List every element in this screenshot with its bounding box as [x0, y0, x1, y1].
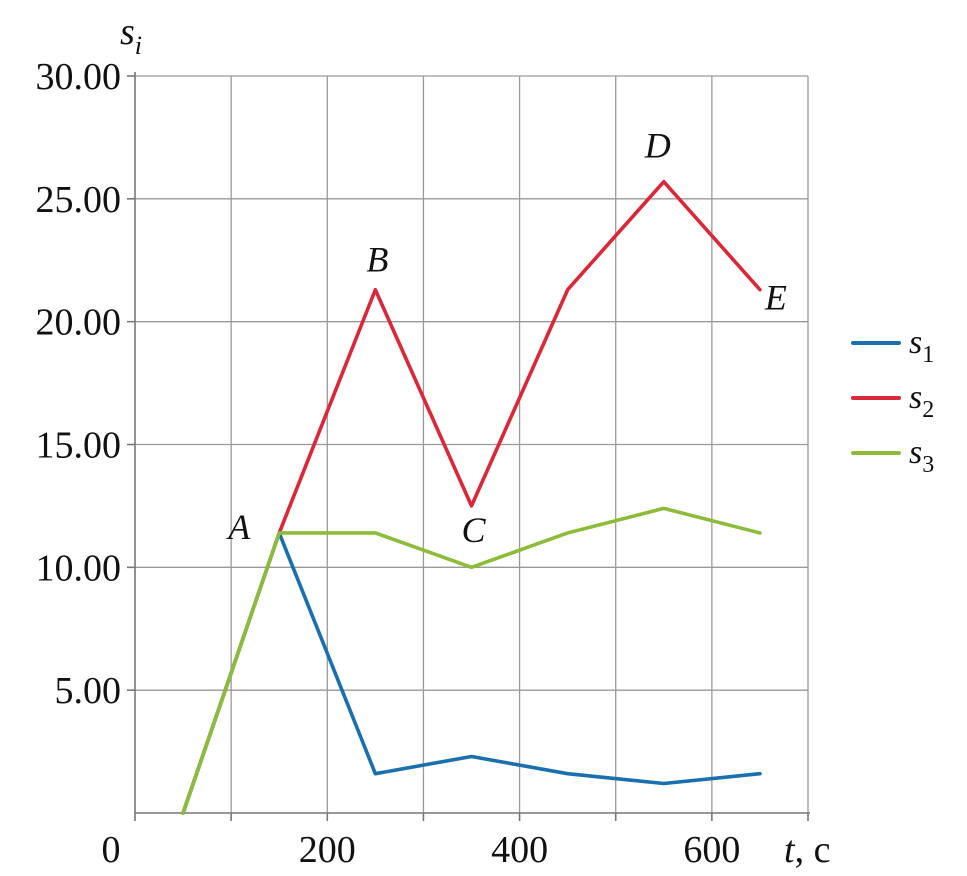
y-tick-label: 30.00 — [36, 56, 122, 98]
series-line-s2 — [181, 179, 762, 815]
point-label-E: E — [764, 278, 787, 318]
series-layer — [181, 179, 762, 815]
y-tick-label: 5.00 — [55, 670, 122, 712]
point-label-D: D — [644, 126, 671, 166]
legend-label: s3 — [909, 434, 934, 478]
grid-layer — [135, 75, 809, 813]
legend-label: s2 — [909, 379, 934, 423]
legend-item: s2 — [851, 379, 934, 423]
legend-layer: s1 s2 s3 — [851, 324, 934, 478]
x-axis-label: t, с — [784, 829, 830, 871]
y-tick-label: 25.00 — [36, 179, 122, 221]
axes-layer — [127, 72, 810, 821]
y-tick-label: 10.00 — [36, 547, 122, 589]
legend-label: s1 — [909, 324, 934, 368]
x-tick-label: 200 — [299, 829, 356, 871]
series-line-s3 — [181, 506, 762, 815]
y-tick-label: 15.00 — [36, 425, 122, 467]
series-line-s1 — [181, 531, 762, 815]
point-label-C: C — [461, 510, 486, 550]
y-tick-label: 20.00 — [36, 302, 122, 344]
point-label-B: B — [366, 240, 388, 280]
x-tick-label: 600 — [683, 829, 740, 871]
y-axis-label: si — [120, 11, 142, 60]
legend-item: s3 — [851, 434, 934, 478]
x-tick-label: 0 — [102, 829, 121, 871]
ticks-layer: 5.00 10.00 15.00 20.00 25.00 30.00 0 200 400 600 s… — [36, 11, 831, 871]
annotation-layer: A B C D E — [226, 126, 787, 550]
x-tick-label: 400 — [491, 829, 548, 871]
point-label-A: A — [226, 507, 251, 547]
legend-item: s1 — [851, 324, 934, 368]
